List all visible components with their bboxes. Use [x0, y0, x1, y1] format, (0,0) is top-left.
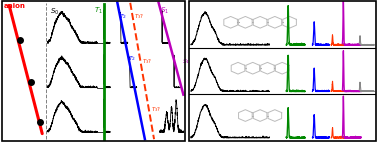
Text: $S_0$: $S_0$ [50, 7, 59, 17]
Text: $T_2$: $T_2$ [129, 54, 136, 63]
Text: $T_3$?: $T_3$? [151, 106, 161, 114]
Text: $S_1$: $S_1$ [160, 6, 169, 16]
Text: $T_3$?: $T_3$? [135, 12, 145, 21]
Text: $T_1$: $T_1$ [94, 6, 103, 16]
Text: $T_2$: $T_2$ [119, 12, 127, 21]
Text: $T_3$?: $T_3$? [142, 57, 153, 66]
Text: anion: anion [4, 3, 26, 9]
Text: $S_1$: $S_1$ [181, 57, 190, 66]
